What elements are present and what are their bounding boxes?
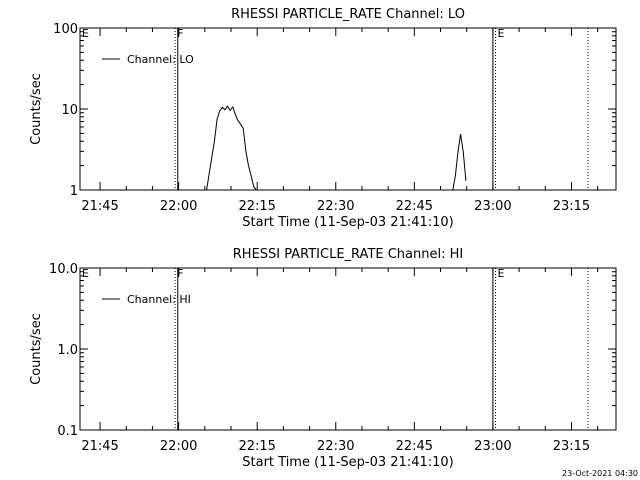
event-marker-label: E (498, 267, 505, 280)
event-marker-label: E (82, 267, 89, 280)
x-tick-label: 22:15 (238, 439, 275, 454)
x-tick-label: 21:45 (81, 199, 118, 214)
x-tick-label: 22:00 (160, 199, 197, 214)
x-tick-label: 23:00 (474, 439, 511, 454)
y-axis-label: Counts/sec (29, 73, 44, 145)
x-axis-label: Start Time (11-Sep-03 21:41:10) (242, 215, 453, 230)
x-tick-label: 22:30 (317, 199, 354, 214)
y-tick-label: 10.0 (49, 262, 78, 277)
event-marker-label: E (498, 27, 505, 40)
y-tick-label: 0.1 (57, 424, 78, 439)
x-tick-label: 23:15 (553, 199, 590, 214)
x-tick-label: 22:30 (317, 439, 354, 454)
x-tick-label: 21:45 (81, 439, 118, 454)
x-tick-label: 23:00 (474, 199, 511, 214)
y-tick-label: 1.0 (57, 343, 78, 358)
y-tick-label: 10 (61, 103, 78, 118)
x-axis-label: Start Time (11-Sep-03 21:41:10) (242, 455, 453, 470)
y-tick-label: 100 (53, 22, 78, 37)
series-line (206, 105, 467, 191)
y-tick-label: 1 (70, 184, 78, 199)
legend-label: Channel: LO (127, 53, 194, 66)
chart-title: RHESSI PARTICLE_RATE Channel: HI (233, 247, 463, 262)
lo-channel-panel: RHESSI PARTICLE_RATE Channel: LO 1 10 100 21… (29, 7, 617, 230)
chart-title: RHESSI PARTICLE_RATE Channel: LO (231, 7, 465, 22)
hi-channel-panel: RHESSI PARTICLE_RATE Channel: HI 0.1 1.0 10… (29, 247, 617, 470)
event-marker-label: E (82, 27, 89, 40)
x-tick-label: 23:15 (553, 439, 590, 454)
x-tick-label: 22:45 (396, 439, 433, 454)
event-marker-label: F (177, 27, 183, 40)
x-tick-label: 22:15 (238, 199, 275, 214)
x-tick-label: 22:00 (160, 439, 197, 454)
y-axis-label: Counts/sec (29, 313, 44, 385)
legend-label: Channel: HI (127, 293, 191, 306)
event-marker-label: F (177, 267, 183, 280)
x-tick-label: 22:45 (396, 199, 433, 214)
footer-timestamp: 23-Oct-2021 04:30 (562, 469, 638, 478)
